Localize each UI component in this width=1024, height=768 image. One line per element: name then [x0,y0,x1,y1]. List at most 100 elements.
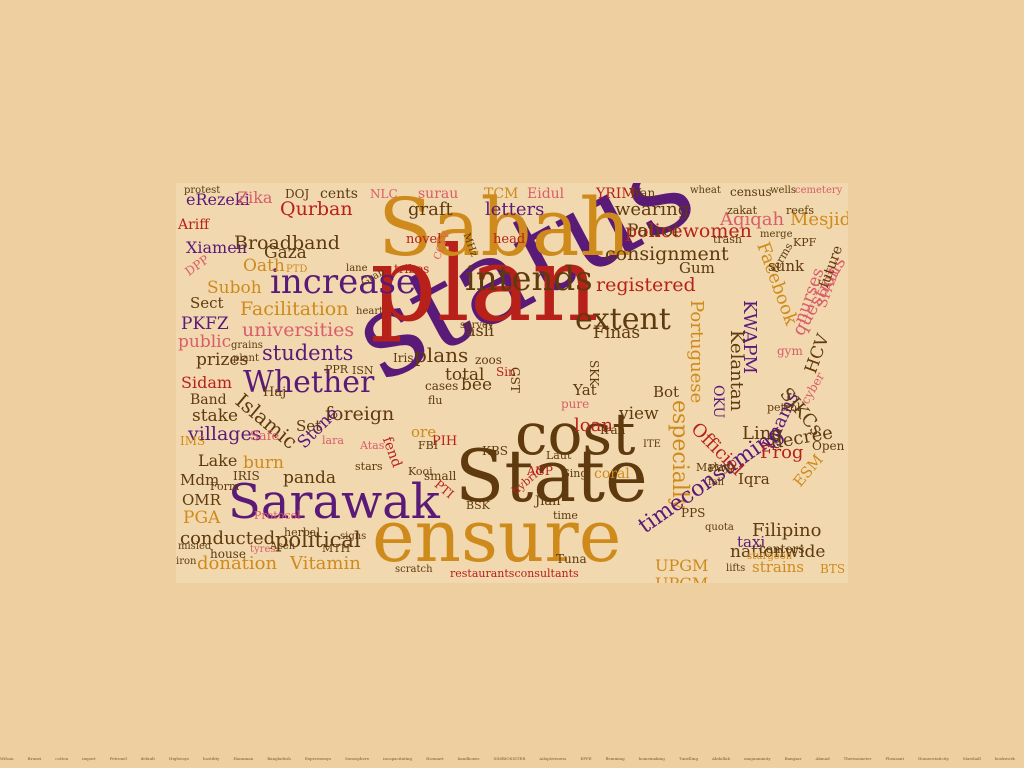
cloud-word-nationwide: nationwide [730,542,826,562]
bottom-word-strip: Wilson Brunei cotton import Petronel default H… [0,756,1024,768]
cloud-word-kwapm: KWAPM [739,300,760,374]
cloud-word-sidam: Sidam [181,373,233,392]
cloud-word-heart: heart [356,306,384,317]
cloud-word-form: Form [210,480,240,493]
cloud-word-cents: cents [320,186,358,202]
cloud-word-tuna: Tuna [556,552,587,566]
cloud-word-ariff: Ariff [178,217,210,233]
cloud-word-jian: Jian [535,494,561,509]
cloud-word-coral: coral [594,466,630,482]
cloud-word-ptd: PTD [286,264,308,275]
cloud-word-pga: PGA [183,508,221,528]
strip-word: Hosmart [426,756,444,761]
cloud-word-erezeki: eRezeki [186,190,250,209]
strip-word: Sonosphere [345,756,370,761]
cloud-word-ging: Ging [561,467,588,480]
cloud-word-aceh: Aceh [270,541,296,552]
cloud-word-view: view [619,404,659,424]
strip-word: Tunelling [678,756,699,761]
cloud-word-plans: plans [414,343,469,367]
cloud-word-kbs: KBS [482,444,509,458]
strip-word: default [140,756,156,761]
cloud-word-set: Set [296,417,322,435]
cloud-word-pkfz: PKFZ [181,314,229,334]
cloud-word-plan: plan [370,223,599,345]
word-cloud: status plan Sabah State ensure cost Sarawak inc… [176,183,848,583]
cloud-word-band: Band [190,392,227,408]
cloud-word-cost: cost [515,400,636,468]
cloud-word-iran: Iran [600,423,626,437]
cloud-word-iris: Iris [393,351,414,365]
cloud-word-sunk: sunk [768,257,805,275]
cloud-word-filipino: Filipino [752,520,822,541]
cloud-word-hcv: HCV [801,331,834,377]
cloud-word-suboh: Suboh [207,278,262,298]
cloud-word-lake: Lake [198,451,238,470]
cloud-word-policewomen: policewomen [625,220,752,242]
cloud-word-doj: DOJ [285,187,310,201]
cloud-word-ite: ITE [643,439,661,450]
cloud-word-misled: misled [178,541,212,552]
cloud-word-oku: OKU [710,385,726,419]
cloud-word-letters: letters [485,199,545,220]
cloud-word-sabah: Sabah [378,183,631,274]
cloud-word-vitamin: Vitamin [290,553,361,574]
cloud-word-tcm: TCM [484,186,519,202]
cloud-word-universities: universities [242,319,355,341]
cloud-word-stake: stake [192,406,239,426]
cloud-word-bee: bee [461,375,493,395]
cloud-word-registered: registered [596,274,696,296]
cloud-word-whether: Whether [243,365,375,400]
cloud-word-gym: gym [777,344,803,358]
cloud-word-sarawak: Sarawak [228,474,440,530]
cloud-word-broadband: Broadband [234,232,340,254]
cloud-word-prizes: prizes [196,350,249,370]
cloud-word-burn: burn [243,453,284,473]
cloud-word-time: time [553,509,578,522]
cloud-word-ensure: ensure [372,494,622,578]
cloud-word-wearing: wearing [615,199,690,220]
strip-word: Adoptiveness [539,756,567,761]
cloud-word-upgm-2: UPGM [655,576,708,584]
cloud-word-asli: asli [466,321,494,340]
cloud-word-intends: intends [465,259,593,299]
strip-word: Pheasant [885,756,905,761]
cloud-word-sturgeon: sturgeon [747,551,793,562]
cloud-word-flu: flu [428,394,443,407]
strip-word: flemming [605,756,625,761]
cloud-word-students: students [262,341,354,365]
cloud-word-nlc: NLC [370,187,398,201]
cloud-word-gaza: Gaza [264,243,307,263]
cloud-word-strains: strains [752,558,804,576]
cloud-word-frog: Frog [760,442,804,463]
cloud-word-fbi: FBI [418,439,439,452]
cloud-word-kooi: Kooi [408,465,433,478]
cloud-word-bot: Bot [653,383,680,401]
cloud-word-survey: survey [460,320,494,331]
cloud-word-zika: Zika [237,188,273,207]
strip-word: Hanuman [233,756,254,761]
cloud-word-yat: Yat [573,381,597,399]
cloud-word-plant: plant [233,353,260,364]
cloud-word-aqiqah: Aqiqah [720,209,785,230]
cloud-word-yrim: YRIM [596,186,636,202]
cloud-word-herbal: herbal [284,526,320,539]
cloud-word-extent: extent [575,302,671,337]
cloud-word-pps: PPS [681,506,706,520]
cloud-word-xiamen: Xiamen [186,238,247,257]
cloud-word-tribes: tribes [394,262,430,276]
cloud-word-upgm: UPGM [655,556,709,575]
cloud-word-lane: lane [346,263,368,274]
cloud-word-mth: MTH [322,542,351,555]
cloud-word-wheat: wheat [690,185,721,196]
cloud-word-cases: cases [425,379,459,393]
strip-word: Thermometer [843,756,872,761]
cloud-word-isn: ISN [352,364,374,377]
cloud-word-public: public [178,332,232,352]
cloud-word-sin: Sin [496,365,516,379]
cloud-word-zakat: zakat [727,204,757,217]
strip-word: Abdullah [712,756,731,761]
cloud-word-villages: villages [188,423,262,445]
cloud-word-cyber: cyber [798,370,828,407]
strip-word: Wilson [0,756,14,761]
